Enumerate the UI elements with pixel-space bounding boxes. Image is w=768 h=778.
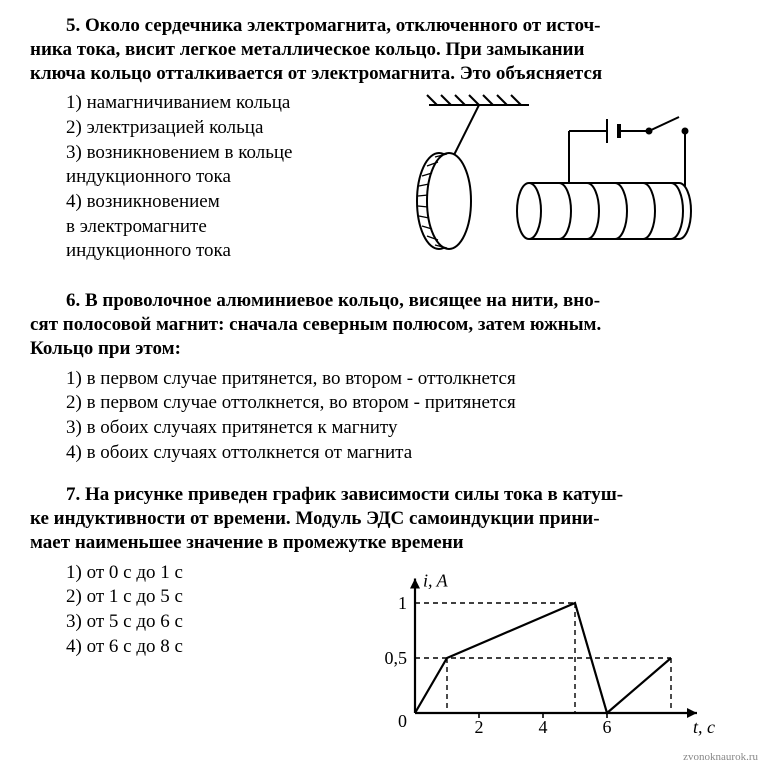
- q6-options: 1) в первом случае притянется, во втором…: [30, 367, 738, 466]
- svg-text:i, A: i, A: [423, 570, 449, 590]
- q7-option-1: 1) от 0 с до 1 с: [30, 561, 330, 586]
- q7-number: 7.: [66, 484, 80, 505]
- electromagnet-icon: [517, 183, 691, 239]
- svg-text:0: 0: [398, 711, 407, 731]
- q7-option-3: 3) от 5 с до 6 с: [30, 610, 330, 635]
- svg-text:1: 1: [398, 593, 407, 613]
- q6-option-2: 2) в первом случае оттолкнется, во второ…: [30, 391, 738, 416]
- svg-text:2: 2: [475, 717, 484, 737]
- ring-icon: [417, 153, 471, 249]
- svg-text:6: 6: [603, 717, 612, 737]
- q6-stem: 6. В проволочное алюминиевое кольцо, вис…: [30, 289, 738, 360]
- q5-option-4b: в электромагните: [30, 215, 330, 240]
- q6-number: 6.: [66, 290, 80, 311]
- q6-stem-line1: В проволочное алюминиевое кольцо, висяще…: [85, 290, 600, 311]
- circuit-icon: [569, 117, 688, 186]
- q7-stem-line1: На рисунке приведен график зависимости с…: [85, 484, 623, 505]
- q5-number: 5.: [66, 15, 80, 36]
- q5-figure: [340, 91, 738, 271]
- q7-stem: 7. На рисунке приведен график зависимост…: [30, 483, 738, 554]
- q6-option-4: 4) в обоих случаях оттолкнется от магнит…: [30, 441, 738, 466]
- q5-options: 1) намагничиванием кольца 2) электризаци…: [30, 91, 330, 264]
- svg-text:4: 4: [539, 717, 548, 737]
- q7-option-2: 2) от 1 с до 5 с: [30, 585, 330, 610]
- svg-text:t, c: t, c: [693, 717, 715, 737]
- q6-stem-line2: сят полосовой магнит: сначала северным п…: [30, 314, 601, 335]
- q7-chart: 2 4 6 0,5 1 0 i, A t, c: [340, 561, 738, 741]
- q5-option-4a: 4) возникновением: [30, 190, 330, 215]
- q7-stem-line3: мает наименьшее значение в промежутке вр…: [30, 532, 464, 553]
- q5-option-2: 2) электризацией кольца: [30, 116, 330, 141]
- q5-stem-line2: ника тока, висит легкое металлическое ко…: [30, 39, 584, 60]
- q5-stem-line3: ключа кольцо отталкивается от электромаг…: [30, 63, 602, 84]
- q7-stem-line2: ке индуктивности от времени. Модуль ЭДС …: [30, 508, 600, 529]
- q5-stem-line1: Около сердечника электромагнита, отключе…: [85, 15, 601, 36]
- q5-option-1: 1) намагничиванием кольца: [30, 91, 330, 116]
- svg-text:0,5: 0,5: [385, 648, 408, 668]
- q5-option-3b: индукционного тока: [30, 165, 330, 190]
- q6-stem-line3: Кольцо при этом:: [30, 338, 181, 359]
- q6-option-3: 3) в обоих случаях притянется к магниту: [30, 416, 738, 441]
- q5-stem: 5. Около сердечника электромагнита, откл…: [30, 14, 738, 85]
- q7-options: 1) от 0 с до 1 с 2) от 1 с до 5 с 3) от …: [30, 561, 330, 660]
- q6-option-1: 1) в первом случае притянется, во втором…: [30, 367, 738, 392]
- watermark: zvonoknaurok.ru: [0, 751, 768, 763]
- q5-option-3a: 3) возникновением в кольце: [30, 141, 330, 166]
- q7-option-4: 4) от 6 с до 8 с: [30, 635, 330, 660]
- q5-option-4c: индукционного тока: [30, 239, 330, 264]
